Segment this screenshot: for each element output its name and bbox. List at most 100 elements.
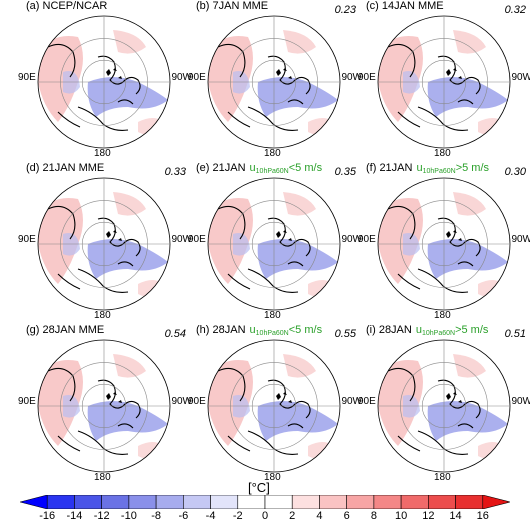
longitude-label-180: 180 [434, 148, 451, 159]
coastline [446, 392, 462, 403]
colorbar-tick-label: 16 [476, 510, 489, 522]
warm-anomaly-region [453, 192, 486, 216]
longitude-label-180: 180 [434, 310, 451, 321]
panel-title: (b) 7JAN MME [196, 0, 268, 12]
colorbar-tick-label: -12 [93, 510, 110, 522]
colorbar-segment [291, 495, 320, 509]
coastline [276, 392, 292, 403]
colorbar-segment [455, 495, 484, 509]
panel-score: 0.30 [504, 166, 526, 178]
longitude-label-90e: 90E [188, 396, 206, 407]
colorbar-tick-label: -6 [178, 510, 189, 522]
cold-anomaly-region [427, 77, 508, 117]
polar-map [377, 339, 511, 473]
panel-variable: u [249, 324, 256, 336]
cold-anomaly-region [403, 233, 420, 256]
colorbar-segment [128, 495, 157, 509]
coastline [276, 68, 292, 79]
longitude-label-90w: 90W [171, 234, 192, 245]
longitude-label-90e: 90E [358, 396, 376, 407]
longitude-label-180: 180 [94, 472, 111, 483]
panel-label: (f) 21JAN [366, 162, 413, 174]
map-panel-f: (f) 21JAN u10hPa60N>5 m/s 0.30 90E 90W 180 [358, 162, 530, 322]
longitude-label-180: 180 [264, 472, 281, 483]
cold-anomaly-region [403, 71, 420, 94]
coastline [106, 392, 122, 403]
polar-map [377, 15, 511, 149]
panel-variable: u [416, 162, 423, 174]
longitude-label-90e: 90E [188, 234, 206, 245]
map-panel-e: (e) 21JAN u10hPa60N<5 m/s 0.35 90E 90W 180 [188, 162, 362, 322]
panel-score: 0.35 [334, 166, 356, 178]
panel-score: 0.33 [164, 166, 186, 178]
colorbar-tick-label: 4 [316, 510, 323, 522]
cold-anomaly-region [87, 401, 168, 441]
longitude-label-90w: 90W [511, 396, 530, 407]
cold-anomaly-region [257, 239, 338, 279]
polar-map [207, 339, 341, 473]
colorbar-segment [183, 495, 211, 509]
longitude-label-90e: 90E [18, 396, 36, 407]
longitude-label-90e: 90E [358, 234, 376, 245]
coastline [217, 367, 311, 455]
coastline [217, 43, 311, 131]
longitude-label-180: 180 [264, 310, 281, 321]
polar-map [207, 177, 341, 311]
panel-threshold: >5 m/s [455, 162, 490, 174]
panel-title: (c) 14JAN MME [366, 0, 444, 12]
coastline [387, 205, 481, 293]
colorbar-segment [428, 495, 456, 509]
longitude-label-90w: 90W [171, 72, 192, 83]
colorbar-tick-label: 2 [289, 510, 296, 522]
longitude-label-180: 180 [94, 310, 111, 321]
colorbar-segment [101, 495, 130, 509]
cold-anomaly-region [257, 77, 338, 117]
panel-variable-subscript: 10hPa60N [421, 330, 456, 337]
warm-anomaly-region [283, 30, 316, 54]
colorbar-tick-label: 0 [261, 510, 269, 522]
panel-score: 0.32 [504, 4, 526, 16]
longitude-label-90w: 90W [341, 72, 362, 83]
longitude-label-90e: 90E [18, 72, 36, 83]
polar-map [207, 15, 341, 149]
longitude-label-90w: 90W [511, 234, 530, 245]
colorbar-segment [482, 495, 510, 509]
warm-anomaly-region [113, 192, 146, 216]
colorbar-segment [346, 495, 375, 509]
panel-title: (i) 28JAN u10hPa60N>5 m/s [366, 324, 488, 337]
panel-title: (e) 21JAN u10hPa60N<5 m/s [196, 162, 322, 175]
coastline [47, 43, 141, 131]
panel-title: (g) 28JAN MME [26, 324, 104, 336]
colorbar-tick-label: 8 [370, 510, 377, 522]
map-panel-b: (b) 7JAN MME 0.23 90E 90W 180 [188, 0, 362, 160]
colorbar-tick-label: -16 [39, 510, 56, 522]
colorbar-tick-label: -10 [120, 510, 137, 522]
cold-anomaly-region [63, 395, 80, 418]
polar-map [37, 15, 171, 149]
cold-anomaly-region [233, 233, 250, 256]
coastline [47, 367, 141, 455]
panel-label: (d) 21JAN MME [26, 162, 105, 174]
warm-anomaly-region [453, 30, 486, 54]
map-panel-i: (i) 28JAN u10hPa60N>5 m/s 0.51 90E 90W 180 [358, 324, 530, 484]
map-panel-g: (g) 28JAN MME 0.54 90E 90W 180 [18, 324, 192, 484]
warm-anomaly-region [113, 354, 146, 378]
map-panel-a: (a) NCEP/NCAR 90E 90W 180 [18, 0, 192, 160]
colorbar-tick-label: -4 [205, 510, 216, 522]
coastline [217, 205, 311, 293]
polar-map [377, 177, 511, 311]
colorbar-segment [74, 495, 102, 509]
cold-anomaly-region [233, 395, 250, 418]
panel-variable-subscript: 10hPa60N [255, 168, 289, 175]
panel-label: (i) 28JAN [366, 324, 412, 336]
colorbar [20, 495, 510, 509]
panel-label: (g) 28JAN MME [26, 324, 105, 336]
panel-variable-subscript: 10hPa60N [255, 330, 289, 337]
cold-anomaly-region [403, 395, 420, 418]
colorbar-segment [373, 495, 402, 509]
colorbar-segment [46, 495, 75, 509]
panel-score: 0.55 [334, 328, 356, 340]
warm-anomaly-region [113, 30, 146, 54]
longitude-label-180: 180 [264, 148, 281, 159]
cold-anomaly-region [427, 401, 508, 441]
